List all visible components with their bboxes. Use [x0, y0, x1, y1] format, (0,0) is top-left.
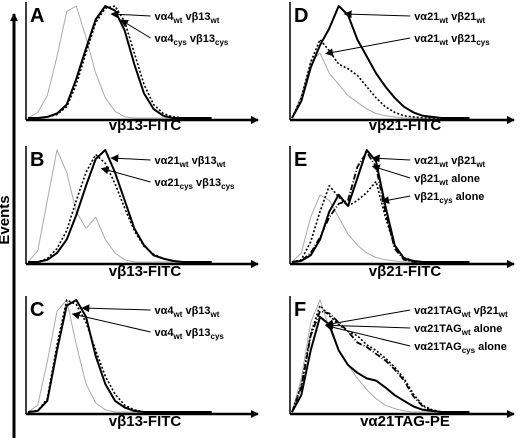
- series-solid-line: [27, 299, 212, 413]
- legend-arrow: [325, 323, 411, 347]
- x-axis-label: vβ21-FITC: [369, 117, 442, 134]
- x-axis-label: vβ21-FITC: [369, 263, 442, 280]
- y-axis-label: Events: [0, 195, 13, 244]
- legend-arrow: [110, 10, 151, 19]
- panel-letter: D: [294, 5, 308, 27]
- legend-arrow: [71, 311, 151, 333]
- series-dotted-line: [27, 299, 212, 413]
- series-dotted-line: [28, 5, 212, 119]
- panel-letter: B: [30, 149, 44, 171]
- legend-label: vα4cys vβ13cys: [155, 33, 229, 47]
- legend-label: vα4wt vβ13wt: [155, 305, 220, 319]
- legend-label: vα4wt vβ13cys: [155, 327, 225, 341]
- x-axis-label: vα21TAG-PE: [360, 413, 450, 430]
- legend-label: vα21TAGcys alone: [414, 341, 507, 355]
- panel-letter: C: [30, 299, 44, 321]
- x-axis-label: vβ13-FITC: [109, 263, 182, 280]
- legend-label: vβ21wt alone: [414, 173, 480, 187]
- legend-label: vα21wt vβ21wt: [414, 155, 485, 169]
- panel-letter: E: [294, 149, 307, 171]
- legend-arrow: [120, 19, 151, 39]
- panel-letter: F: [294, 299, 306, 321]
- legend-arrow: [325, 321, 411, 330]
- legend-label: vα21wt vβ21wt: [414, 11, 485, 25]
- series-dotted-line: [291, 38, 470, 119]
- legend-arrow: [381, 195, 411, 204]
- legend-arrow: [325, 37, 411, 57]
- x-axis-label: vβ13-FITC: [109, 117, 182, 134]
- x-axis-label: vβ13-FITC: [109, 413, 182, 430]
- legend-label: vα21TAGwt vβ21wt: [414, 305, 508, 319]
- legend-label: vα21wt vβ13wt: [155, 155, 226, 169]
- legend-arrow: [371, 164, 411, 179]
- y-axis-events: Events: [0, 13, 18, 438]
- legend-arrow: [343, 10, 411, 19]
- legend-label: vβ21cys alone: [414, 191, 484, 205]
- legend-arrow: [100, 166, 151, 183]
- panel-letter: A: [30, 5, 44, 27]
- series-dotted-line: [291, 304, 470, 413]
- series-solid-line: [291, 5, 470, 119]
- series-dotted-line: [291, 180, 470, 263]
- series-dashdot-line: [291, 151, 470, 263]
- legend-label: vα4wt vβ13wt: [155, 11, 220, 25]
- legend-arrow: [81, 304, 151, 313]
- series-dotted-line: [28, 153, 212, 263]
- legend-arrow: [371, 154, 411, 163]
- legend-arrow: [325, 309, 411, 328]
- series-gray-line: [291, 52, 470, 119]
- legend-label: vα21cys vβ13cys: [155, 177, 236, 191]
- legend-arrow: [110, 154, 151, 163]
- legend-label: vα21TAGwt alone: [414, 323, 502, 337]
- legend-label: vα21wt vβ21cys: [414, 33, 490, 47]
